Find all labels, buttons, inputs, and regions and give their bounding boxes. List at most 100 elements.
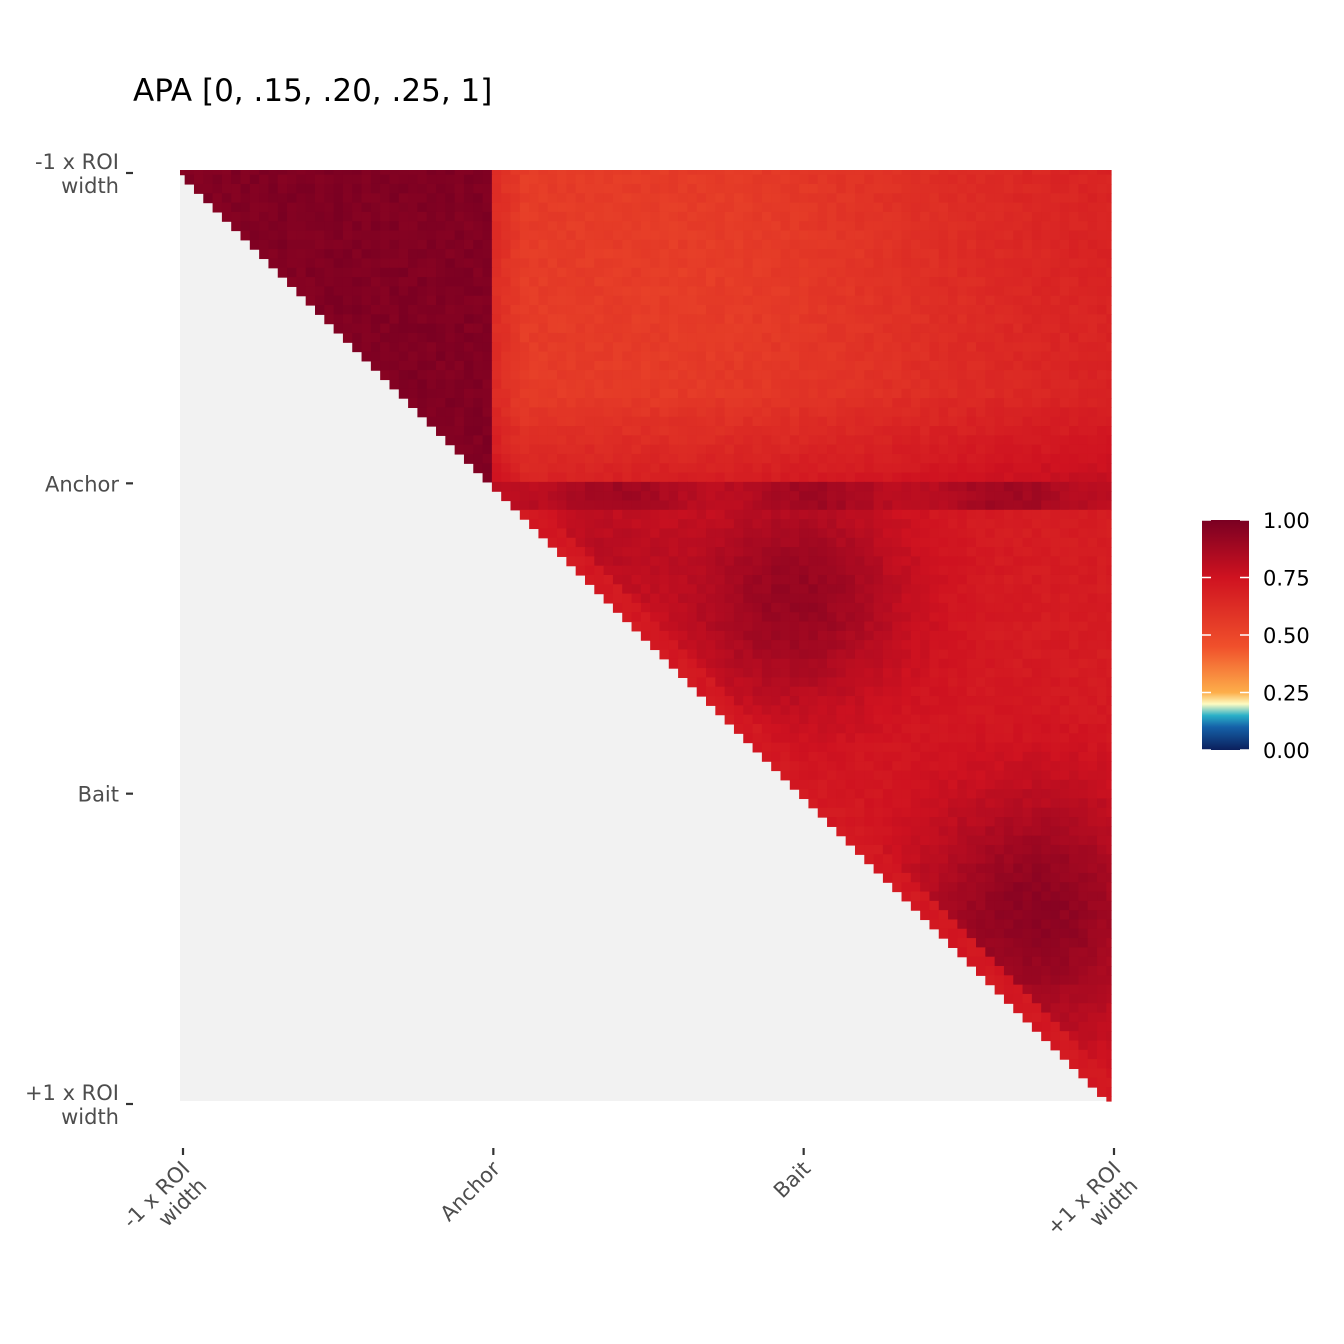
heatmap-cell bbox=[501, 351, 512, 362]
heatmap-cell bbox=[1097, 267, 1107, 278]
heatmap-cell bbox=[836, 239, 847, 250]
heatmap-cell bbox=[650, 640, 661, 651]
heatmap-cell bbox=[566, 388, 577, 399]
heatmap-cell bbox=[976, 835, 986, 846]
heatmap-cell bbox=[622, 249, 633, 260]
heatmap-cell bbox=[1087, 900, 1098, 911]
heatmap-cell bbox=[1106, 314, 1112, 325]
heatmap-cell bbox=[436, 314, 446, 325]
heatmap-cell bbox=[817, 798, 828, 809]
heatmap-cell bbox=[640, 435, 651, 446]
heatmap-cell bbox=[594, 267, 605, 278]
heatmap-cell bbox=[845, 612, 856, 623]
heatmap-cell bbox=[547, 435, 558, 446]
heatmap-cell bbox=[882, 556, 893, 567]
heatmap-cell bbox=[463, 360, 474, 371]
heatmap-cell bbox=[1050, 891, 1061, 902]
heatmap-cell bbox=[976, 770, 986, 781]
heatmap-cell bbox=[715, 332, 726, 343]
heatmap-cell bbox=[827, 286, 837, 297]
heatmap-cell bbox=[771, 360, 782, 371]
heatmap-cell bbox=[678, 286, 688, 297]
heatmap-cell bbox=[631, 193, 642, 204]
heatmap-cell bbox=[799, 649, 810, 660]
heatmap-cell bbox=[538, 435, 549, 446]
heatmap-cell bbox=[808, 723, 819, 734]
heatmap-cell bbox=[808, 277, 819, 287]
heatmap-cell bbox=[678, 481, 688, 492]
heatmap-cell bbox=[994, 798, 1005, 809]
heatmap-cell bbox=[706, 407, 716, 418]
heatmap-cell bbox=[836, 705, 847, 716]
heatmap-cell bbox=[808, 658, 819, 669]
heatmap-cell bbox=[333, 305, 344, 315]
heatmap-cell bbox=[1087, 649, 1098, 660]
heatmap-cell bbox=[612, 221, 623, 232]
heatmap-cell bbox=[1069, 305, 1080, 315]
heatmap-cell bbox=[1013, 295, 1024, 306]
heatmap-cell bbox=[594, 183, 605, 194]
heatmap-cell bbox=[1087, 751, 1098, 762]
heatmap-cell bbox=[501, 170, 512, 176]
heatmap-cell bbox=[733, 621, 744, 632]
heatmap-cell bbox=[529, 444, 540, 455]
heatmap-cell bbox=[566, 295, 577, 306]
heatmap-cell bbox=[575, 416, 586, 427]
heatmap-cell bbox=[1078, 239, 1089, 250]
heatmap-cell bbox=[1003, 900, 1014, 911]
heatmap-cell bbox=[752, 360, 763, 371]
heatmap-cell bbox=[575, 500, 586, 511]
heatmap-cell bbox=[473, 221, 484, 232]
heatmap-cell bbox=[1003, 547, 1014, 557]
heatmap-cell bbox=[938, 723, 949, 734]
heatmap-cell bbox=[901, 323, 912, 334]
heatmap-cell bbox=[882, 239, 893, 250]
heatmap-cell bbox=[836, 277, 847, 287]
heatmap-cell bbox=[827, 351, 837, 362]
heatmap-cell bbox=[882, 463, 893, 474]
heatmap-cell bbox=[957, 453, 968, 464]
heatmap-cell bbox=[845, 556, 856, 567]
heatmap-cell bbox=[1050, 407, 1061, 418]
heatmap-cell bbox=[976, 183, 986, 194]
heatmap-cell bbox=[584, 295, 595, 306]
heatmap-cell bbox=[417, 332, 428, 343]
heatmap-cell bbox=[1106, 844, 1112, 855]
heatmap-cell bbox=[854, 826, 865, 837]
heatmap-cell bbox=[287, 230, 297, 241]
heatmap-cell bbox=[771, 686, 782, 697]
heatmap-cell bbox=[650, 491, 661, 502]
heatmap-cell bbox=[901, 742, 912, 753]
heatmap-cell bbox=[640, 239, 651, 250]
heatmap-cell bbox=[948, 882, 958, 893]
heatmap-cell bbox=[473, 183, 484, 194]
heatmap-cell bbox=[1050, 733, 1061, 744]
heatmap-cell bbox=[864, 342, 875, 353]
heatmap-cell bbox=[706, 593, 716, 604]
heatmap-cell bbox=[622, 574, 633, 585]
heatmap-cell bbox=[817, 398, 828, 409]
heatmap-cell bbox=[976, 742, 986, 753]
heatmap-cell bbox=[1069, 556, 1080, 567]
heatmap-cell bbox=[706, 547, 716, 557]
heatmap-cell bbox=[873, 751, 884, 762]
heatmap-cell bbox=[761, 435, 772, 446]
heatmap-cell bbox=[622, 183, 633, 194]
chart-title: APA [0, .15, .20, .25, 1] bbox=[133, 73, 492, 109]
heatmap-cell bbox=[501, 230, 512, 241]
heatmap-cell bbox=[817, 649, 828, 660]
heatmap-cell bbox=[696, 565, 707, 576]
heatmap-cell bbox=[463, 453, 474, 464]
heatmap-cell bbox=[1031, 919, 1042, 930]
heatmap-cell bbox=[836, 826, 847, 837]
heatmap-cell bbox=[799, 640, 810, 651]
heatmap-cell bbox=[1106, 286, 1112, 297]
heatmap-cell bbox=[957, 193, 968, 204]
heatmap-cell bbox=[1050, 239, 1061, 250]
heatmap-cell bbox=[901, 370, 912, 381]
heatmap-cell bbox=[1069, 649, 1080, 660]
heatmap-cell bbox=[920, 891, 931, 902]
heatmap-cell bbox=[678, 612, 688, 623]
heatmap-cell bbox=[817, 733, 828, 744]
heatmap-cell bbox=[1069, 221, 1080, 232]
